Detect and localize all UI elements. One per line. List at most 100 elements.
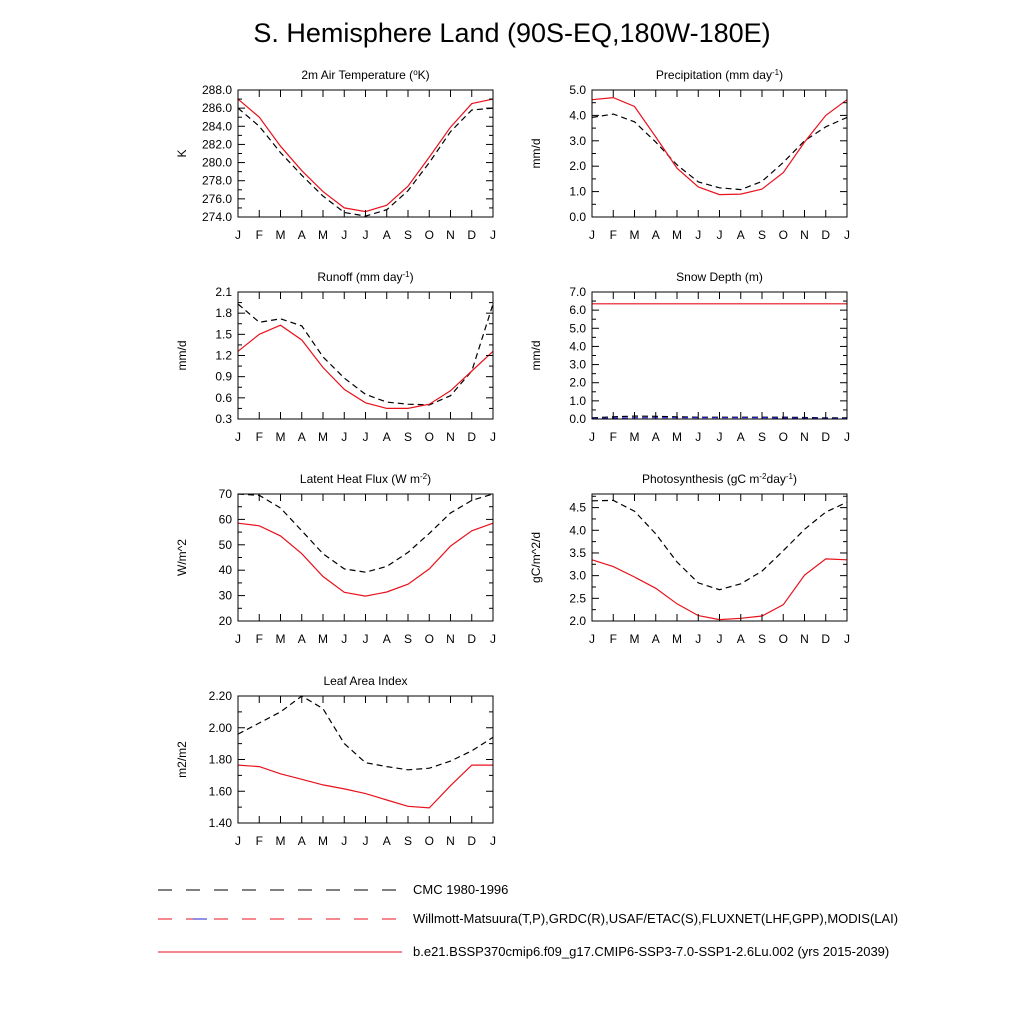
series-line-model	[591, 96, 848, 196]
x-tick-label: M	[318, 430, 328, 444]
x-tick-label: F	[256, 834, 263, 848]
x-tick-label: J	[695, 632, 701, 646]
series-line-obs	[591, 499, 848, 591]
x-tick-label: M	[630, 632, 640, 646]
y-tick-label: 6.0	[569, 303, 586, 317]
plot-frame	[237, 493, 494, 622]
panel-title: Photosynthesis (gC m-2day-1)	[642, 472, 797, 487]
y-tick-label: 1.0	[569, 394, 586, 408]
y-tick-label: 1.80	[209, 753, 233, 767]
x-tick-label: J	[589, 632, 595, 646]
y-tick-label: 1.5	[215, 327, 232, 341]
plot-frame	[237, 695, 494, 824]
series-line-model	[237, 764, 493, 809]
x-tick-label: S	[758, 632, 766, 646]
y-tick-label: 286.0	[202, 101, 232, 115]
y-axis-label: mm/d	[175, 341, 189, 371]
figure-title: S. Hemisphere Land (90S-EQ,180W-180E)	[253, 18, 771, 48]
x-tick-label: F	[256, 228, 263, 242]
x-tick-label: M	[276, 430, 286, 444]
chart-panel-3: Runoff (mm day-1)mm/dJ F M A M J J A S O N D J0.30.6…	[175, 270, 496, 445]
y-tick-label: 2.0	[569, 159, 586, 173]
x-tick-label: J	[235, 834, 241, 848]
series-line-obs	[237, 303, 494, 406]
panel-title: Precipitation (mm day-1)	[656, 68, 783, 83]
x-tick-label: M	[630, 430, 640, 444]
y-axis-label: W/m^2	[175, 539, 189, 576]
panel-title: 2m Air Temperature (oK)	[301, 68, 429, 83]
x-tick-label: J	[717, 632, 723, 646]
x-tick-label: J	[695, 228, 701, 242]
x-tick-label: A	[383, 228, 391, 242]
plot-frame	[237, 291, 494, 420]
series-line-obs	[237, 695, 494, 771]
x-tick-label: J	[717, 228, 723, 242]
plot-frame	[591, 89, 848, 218]
y-tick-label: 278.0	[202, 174, 232, 188]
x-tick-label: O	[425, 228, 434, 242]
x-tick-label: A	[298, 228, 306, 242]
x-tick-label: J	[844, 228, 850, 242]
x-tick-label: A	[652, 632, 660, 646]
y-tick-label: 0.9	[215, 370, 232, 384]
y-tick-label: 5.0	[569, 83, 586, 97]
x-tick-label: A	[383, 834, 391, 848]
y-tick-label: 4.5	[569, 501, 586, 515]
chart-panel-2: Precipitation (mm day-1)mm/dJ F M A M J J A S O N D…	[529, 68, 850, 243]
y-tick-label: 288.0	[202, 83, 232, 97]
y-tick-label: 1.2	[215, 349, 232, 363]
y-tick-label: 70	[219, 487, 233, 501]
x-tick-label: J	[717, 430, 723, 444]
x-tick-label: M	[672, 430, 682, 444]
x-tick-label: F	[610, 228, 617, 242]
y-axis-label: mm/d	[529, 139, 543, 169]
x-tick-label: J	[589, 228, 595, 242]
legend-label-obs: Willmott-Matsuura(T,P),GRDC(R),USAF/ETAC…	[413, 911, 899, 926]
y-tick-label: 20	[219, 614, 233, 628]
x-tick-label: M	[672, 228, 682, 242]
y-tick-label: 2.00	[209, 721, 233, 735]
y-tick-label: 3.0	[569, 569, 586, 583]
x-tick-label: J	[235, 228, 241, 242]
legend	[158, 889, 402, 953]
x-tick-label: F	[256, 632, 263, 646]
y-tick-label: 5.0	[569, 321, 586, 335]
y-tick-label: 1.60	[209, 784, 233, 798]
x-tick-label: J	[341, 632, 347, 646]
x-tick-label: A	[652, 228, 660, 242]
x-tick-label: D	[467, 228, 476, 242]
chart-panel-1: 2m Air Temperature (oK)KJ F M A M J J A S O N D J274…	[175, 68, 496, 243]
x-tick-label: D	[467, 834, 476, 848]
y-tick-label: 276.0	[202, 192, 232, 206]
y-tick-label: 2.5	[569, 591, 586, 605]
y-axis-label: gC/m^2/d	[529, 532, 543, 583]
x-tick-label: A	[383, 632, 391, 646]
y-tick-label: 4.0	[569, 523, 586, 537]
y-tick-label: 1.40	[209, 816, 233, 830]
chart-panel-6: Photosynthesis (gC m-2day-1)gC/m^2/dJ F M A…	[529, 472, 850, 647]
x-tick-label: S	[758, 228, 766, 242]
x-tick-label: J	[490, 430, 496, 444]
y-tick-label: 4.0	[569, 108, 586, 122]
y-tick-label: 30	[219, 589, 233, 603]
x-tick-label: M	[276, 228, 286, 242]
y-tick-label: 2.0	[569, 376, 586, 390]
x-tick-label: A	[298, 632, 306, 646]
y-tick-label: 0.3	[215, 412, 232, 426]
x-tick-label: A	[298, 834, 306, 848]
x-tick-label: J	[235, 430, 241, 444]
legend-label-cmc: CMC 1980-1996	[413, 882, 509, 897]
x-tick-label: J	[844, 430, 850, 444]
x-tick-label: S	[404, 632, 412, 646]
x-tick-label: A	[737, 632, 745, 646]
series-line-model	[237, 522, 494, 597]
x-tick-label: J	[589, 430, 595, 444]
y-tick-label: 3.0	[569, 358, 586, 372]
x-tick-label: A	[737, 430, 745, 444]
y-tick-label: 60	[219, 512, 233, 526]
x-tick-label: N	[446, 430, 455, 444]
y-tick-label: 1.0	[569, 185, 586, 199]
y-axis-label: K	[175, 149, 189, 157]
